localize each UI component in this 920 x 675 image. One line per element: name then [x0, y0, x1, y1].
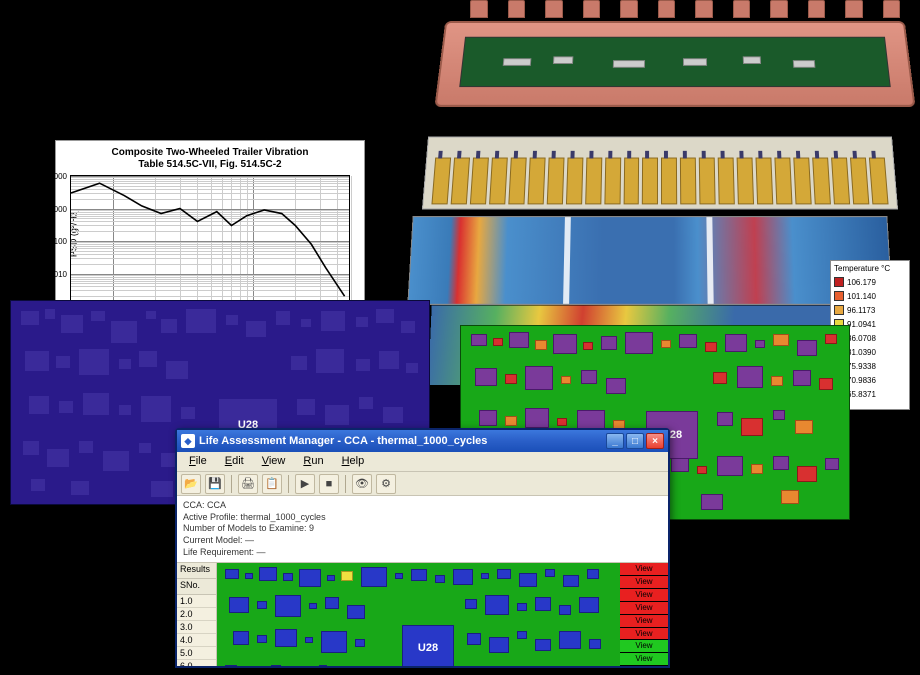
tool-print-icon[interactable]: 🖨: [238, 474, 258, 494]
chip-u28: U28: [402, 625, 454, 666]
results-status-column: ViewViewViewViewViewViewViewView: [620, 563, 668, 666]
psd-chart: Composite Two-Wheeled Trailer Vibration …: [55, 140, 365, 315]
results-area: Results SNo. 1.02.03.04.05.06.07.08.09.0…: [177, 563, 668, 666]
results-header: Results: [177, 563, 216, 579]
results-row[interactable]: 4.0: [177, 634, 216, 647]
results-row[interactable]: 5.0: [177, 647, 216, 660]
info-cca: CCA: CCA: [183, 500, 662, 512]
status-cell[interactable]: View: [620, 563, 668, 576]
status-cell[interactable]: View: [620, 653, 668, 666]
temp-legend-title: Temperature °C: [834, 264, 906, 273]
lam-window: ◆ Life Assessment Manager - CCA - therma…: [175, 428, 670, 668]
menu-view[interactable]: View: [254, 454, 294, 469]
pcb-slot-render: [422, 137, 898, 210]
window-title: Life Assessment Manager - CCA - thermal_…: [199, 435, 606, 447]
toolbar: 📂 💾 🖨 📋 ▶ ■ 👁 ⚙: [177, 472, 668, 496]
thermal-sim-upper: [407, 216, 892, 305]
status-cell[interactable]: View: [620, 576, 668, 589]
results-row[interactable]: 1.0: [177, 595, 216, 608]
psd-plot-area: PSD (g²/Hz) 1.00000.10000.01000.0010: [70, 175, 350, 305]
tool-run-icon[interactable]: ▶: [295, 474, 315, 494]
window-titlebar[interactable]: ◆ Life Assessment Manager - CCA - therma…: [177, 430, 668, 452]
minimize-button[interactable]: _: [606, 433, 624, 449]
status-cell[interactable]: View: [620, 602, 668, 615]
menubar: File Edit View Run Help: [177, 452, 668, 472]
info-current: Current Model: —: [183, 535, 662, 547]
tool-open-icon[interactable]: 📂: [181, 474, 201, 494]
menu-help[interactable]: Help: [334, 454, 373, 469]
results-row-numbers: Results SNo. 1.02.03.04.05.06.07.08.09.0…: [177, 563, 217, 666]
status-cell[interactable]: View: [620, 628, 668, 641]
tool-settings-icon[interactable]: ⚙: [376, 474, 396, 494]
info-panel: CCA: CCA Active Profile: thermal_1000_cy…: [177, 496, 668, 563]
psd-chart-title: Composite Two-Wheeled Trailer Vibration …: [62, 147, 358, 171]
results-row[interactable]: 3.0: [177, 621, 216, 634]
tool-copy-icon[interactable]: 📋: [262, 474, 282, 494]
sno-header: SNo.: [177, 579, 216, 595]
close-button[interactable]: ×: [646, 433, 664, 449]
app-icon: ◆: [181, 434, 195, 448]
menu-edit[interactable]: Edit: [217, 454, 252, 469]
info-profile: Active Profile: thermal_1000_cycles: [183, 512, 662, 524]
tool-stop-icon[interactable]: ■: [319, 474, 339, 494]
menu-run[interactable]: Run: [295, 454, 331, 469]
results-pcb-viz[interactable]: U28: [217, 563, 620, 666]
status-cell[interactable]: View: [620, 615, 668, 628]
info-life: Life Requirement: —: [183, 547, 662, 559]
status-cell[interactable]: View: [620, 640, 668, 653]
results-row[interactable]: 2.0: [177, 608, 216, 621]
status-cell[interactable]: View: [620, 589, 668, 602]
maximize-button[interactable]: □: [626, 433, 644, 449]
cad-enclosure-render: [440, 0, 910, 120]
tool-view-icon[interactable]: 👁: [352, 474, 372, 494]
results-row[interactable]: 6.0: [177, 660, 216, 666]
info-models: Number of Models to Examine: 9: [183, 523, 662, 535]
menu-file[interactable]: File: [181, 454, 215, 469]
tool-save-icon[interactable]: 💾: [205, 474, 225, 494]
